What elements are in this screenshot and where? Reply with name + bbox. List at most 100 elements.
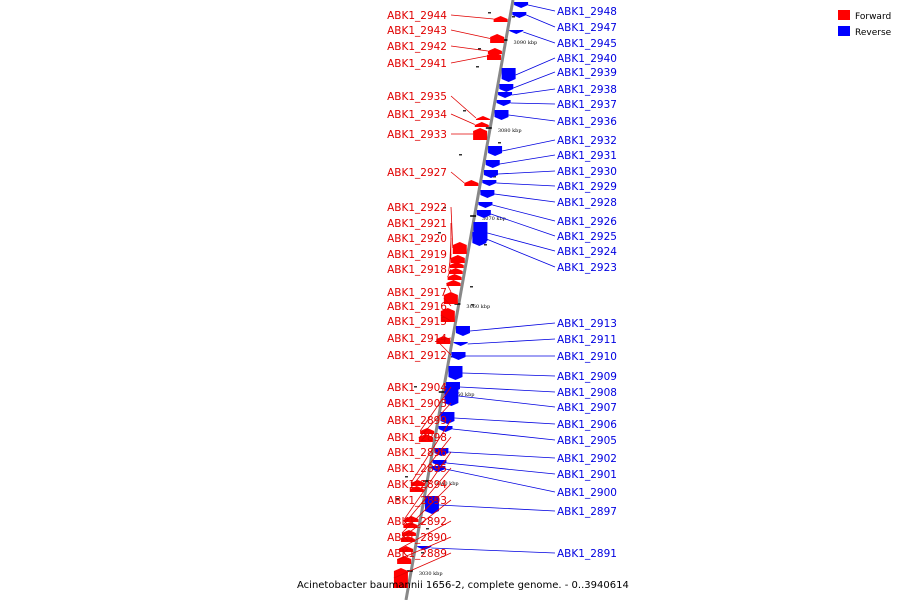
- forward-gene-block[interactable]: [452, 242, 467, 254]
- reverse-gene-block[interactable]: [501, 68, 516, 82]
- reverse-gene-label[interactable]: ABK1_2906: [557, 419, 617, 431]
- reverse-gene-label[interactable]: ABK1_2923: [557, 262, 617, 274]
- reverse-gene-block[interactable]: [488, 146, 503, 156]
- forward-gene-block[interactable]: [436, 338, 451, 342]
- forward-gene-block[interactable]: [474, 122, 489, 127]
- forward-gene-label[interactable]: ABK1_2899: [387, 415, 447, 427]
- forward-gene-label[interactable]: ABK1_2921: [387, 218, 447, 230]
- forward-gene-label[interactable]: ABK1_2941: [387, 58, 447, 70]
- reverse-gene-label[interactable]: ABK1_2909: [557, 371, 617, 383]
- reverse-gene-block[interactable]: [424, 496, 439, 514]
- forward-gene-label[interactable]: ABK1_2922: [387, 202, 447, 214]
- reverse-gene-block[interactable]: [440, 412, 455, 424]
- reverse-gene-label[interactable]: ABK1_2908: [557, 387, 617, 399]
- reverse-gene-label[interactable]: ABK1_2925: [557, 231, 617, 243]
- reverse-gene-label[interactable]: ABK1_2939: [557, 67, 617, 79]
- reverse-gene-block[interactable]: [512, 12, 527, 18]
- reverse-gene-block[interactable]: [448, 366, 463, 380]
- forward-gene-block[interactable]: [473, 128, 488, 140]
- reverse-gene-block[interactable]: [499, 84, 514, 92]
- reverse-gene-label[interactable]: ABK1_2938: [557, 84, 617, 96]
- forward-gene-label[interactable]: ABK1_2896: [387, 447, 447, 459]
- reverse-gene-label[interactable]: ABK1_2907: [557, 402, 617, 414]
- reverse-gene-block[interactable]: [472, 232, 487, 246]
- reverse-gene-block[interactable]: [476, 210, 491, 218]
- forward-gene-block[interactable]: [443, 292, 458, 304]
- forward-gene-label[interactable]: ABK1_2919: [387, 249, 447, 261]
- reverse-gene-block[interactable]: [514, 2, 529, 8]
- forward-gene-block[interactable]: [448, 268, 463, 274]
- forward-gene-block[interactable]: [493, 16, 508, 22]
- reverse-gene-label[interactable]: ABK1_2929: [557, 181, 617, 193]
- forward-gene-label[interactable]: ABK1_2916: [387, 301, 447, 313]
- reverse-gene-label[interactable]: ABK1_2928: [557, 197, 617, 209]
- reverse-gene-label[interactable]: ABK1_2897: [557, 506, 617, 518]
- reverse-gene-block[interactable]: [453, 342, 468, 346]
- reverse-gene-label[interactable]: ABK1_2910: [557, 351, 617, 363]
- reverse-gene-label[interactable]: ABK1_2937: [557, 99, 617, 111]
- forward-gene-label[interactable]: ABK1_2898: [387, 432, 447, 444]
- reverse-gene-label[interactable]: ABK1_2905: [557, 435, 617, 447]
- forward-gene-block[interactable]: [446, 280, 461, 286]
- reverse-gene-block[interactable]: [482, 180, 497, 186]
- forward-gene-label[interactable]: ABK1_2890: [387, 532, 447, 544]
- forward-gene-block[interactable]: [400, 536, 415, 542]
- reverse-gene-label[interactable]: ABK1_2932: [557, 135, 617, 147]
- forward-gene-label[interactable]: ABK1_2903: [387, 398, 447, 410]
- reverse-gene-label[interactable]: ABK1_2945: [557, 38, 617, 50]
- reverse-gene-label[interactable]: ABK1_2926: [557, 216, 617, 228]
- forward-gene-label[interactable]: ABK1_2944: [387, 10, 447, 22]
- forward-gene-block[interactable]: [475, 116, 490, 120]
- reverse-gene-block[interactable]: [509, 30, 524, 34]
- reverse-gene-label[interactable]: ABK1_2913: [557, 318, 617, 330]
- forward-gene-label[interactable]: ABK1_2933: [387, 129, 447, 141]
- forward-gene-block[interactable]: [487, 52, 502, 60]
- reverse-gene-block[interactable]: [485, 160, 500, 168]
- reverse-gene-block[interactable]: [432, 460, 447, 466]
- reverse-gene-block[interactable]: [451, 352, 466, 360]
- forward-gene-label[interactable]: ABK1_2918: [387, 264, 447, 276]
- forward-gene-label[interactable]: ABK1_2942: [387, 41, 447, 53]
- reverse-gene-block[interactable]: [483, 170, 498, 178]
- reverse-gene-label[interactable]: ABK1_2948: [557, 6, 617, 18]
- forward-gene-label[interactable]: ABK1_2912: [387, 350, 447, 362]
- forward-gene-block[interactable]: [464, 180, 479, 186]
- forward-gene-block[interactable]: [410, 480, 425, 486]
- forward-gene-label[interactable]: ABK1_2917: [387, 287, 447, 299]
- reverse-gene-block[interactable]: [455, 326, 470, 336]
- reverse-gene-label[interactable]: ABK1_2947: [557, 22, 617, 34]
- reverse-gene-label[interactable]: ABK1_2891: [557, 548, 617, 560]
- reverse-gene-block[interactable]: [494, 110, 509, 120]
- forward-gene-label[interactable]: ABK1_2935: [387, 91, 447, 103]
- forward-gene-label[interactable]: ABK1_2934: [387, 109, 447, 121]
- forward-gene-label[interactable]: ABK1_2893: [387, 495, 447, 507]
- forward-gene-block[interactable]: [487, 48, 502, 54]
- forward-gene-block[interactable]: [447, 274, 462, 280]
- reverse-gene-label[interactable]: ABK1_2924: [557, 246, 617, 258]
- forward-gene-block[interactable]: [397, 556, 412, 564]
- forward-gene-block[interactable]: [490, 34, 505, 43]
- forward-gene-label[interactable]: ABK1_2895: [387, 463, 447, 475]
- forward-gene-label[interactable]: ABK1_2943: [387, 25, 447, 37]
- reverse-gene-block[interactable]: [496, 100, 511, 106]
- forward-gene-block[interactable]: [449, 262, 464, 268]
- reverse-gene-block[interactable]: [478, 202, 493, 208]
- reverse-gene-label[interactable]: ABK1_2936: [557, 116, 617, 128]
- forward-gene-label[interactable]: ABK1_2927: [387, 167, 447, 179]
- forward-gene-block[interactable]: [409, 486, 424, 492]
- reverse-gene-block[interactable]: [431, 466, 446, 472]
- forward-gene-block[interactable]: [450, 255, 465, 263]
- reverse-gene-label[interactable]: ABK1_2930: [557, 166, 617, 178]
- reverse-gene-label[interactable]: ABK1_2931: [557, 150, 617, 162]
- forward-gene-label[interactable]: ABK1_2889: [387, 548, 447, 560]
- forward-gene-label[interactable]: ABK1_2904: [387, 382, 447, 394]
- forward-gene-block[interactable]: [440, 308, 455, 322]
- forward-gene-label[interactable]: ABK1_2894: [387, 479, 447, 491]
- reverse-gene-label[interactable]: ABK1_2900: [557, 487, 617, 499]
- reverse-gene-block[interactable]: [498, 92, 513, 98]
- forward-gene-label[interactable]: ABK1_2892: [387, 516, 447, 528]
- forward-gene-block[interactable]: [418, 434, 433, 442]
- reverse-gene-label[interactable]: ABK1_2940: [557, 53, 617, 65]
- forward-gene-label[interactable]: ABK1_2914: [387, 333, 447, 345]
- reverse-gene-label[interactable]: ABK1_2902: [557, 453, 617, 465]
